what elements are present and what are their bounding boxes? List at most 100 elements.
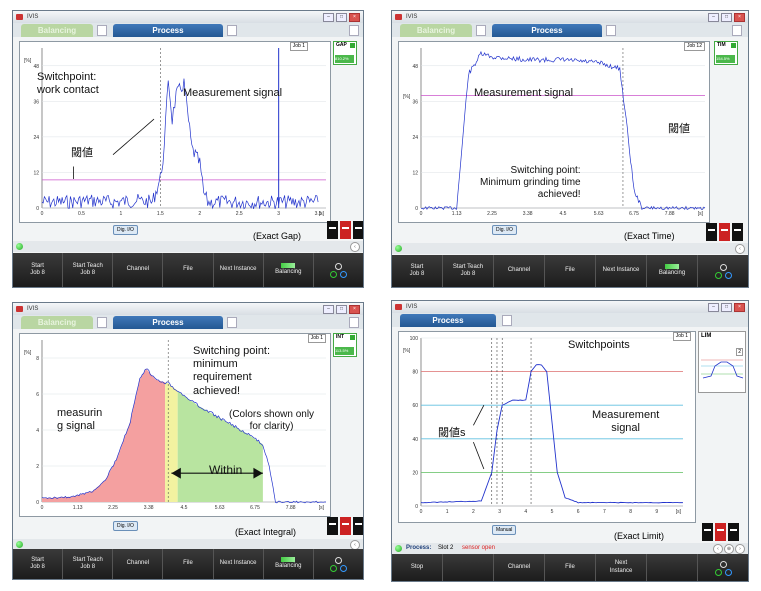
softkey-file[interactable]: File xyxy=(545,255,596,287)
close-button[interactable]: × xyxy=(349,13,360,22)
mode-indicator: INT 113.5% xyxy=(333,333,357,357)
softkey-start-job-8[interactable]: Start Job 8 xyxy=(392,255,443,287)
dig-io-button[interactable]: Dig. I/O xyxy=(492,225,517,235)
softkey-start-teach-job-8[interactable]: Start Teach Job 8 xyxy=(63,253,114,287)
x-tick-label: 3 xyxy=(498,509,501,515)
mode-label: GAP xyxy=(336,42,347,48)
softkey-next-instance[interactable]: Next Instance xyxy=(214,253,264,287)
configuration-icon xyxy=(328,263,348,278)
maximize-button[interactable]: □ xyxy=(721,13,732,22)
arrow-threshold xyxy=(473,405,485,426)
x-tick-label: 8 xyxy=(629,509,632,515)
softkey-channel[interactable]: Channel xyxy=(494,255,545,287)
minimize-button[interactable]: – xyxy=(708,303,719,312)
softkey-empty[interactable] xyxy=(443,554,494,581)
tab-process[interactable]: Process xyxy=(113,316,223,329)
document-icon[interactable] xyxy=(349,25,359,36)
mode-value: 810.2% xyxy=(335,55,354,63)
zone-green xyxy=(177,390,263,502)
x-tick-label: 3.5 xyxy=(315,211,322,217)
settings-icon[interactable]: ⊕ xyxy=(724,544,734,554)
configuration-button[interactable] xyxy=(698,554,748,581)
softkey-channel[interactable]: Channel xyxy=(494,554,545,581)
maximize-button[interactable]: □ xyxy=(336,305,347,314)
document-icon[interactable] xyxy=(606,25,616,36)
document-icon[interactable] xyxy=(502,315,512,326)
softkey-next-instance[interactable]: Next Instance xyxy=(596,554,647,581)
tab-balancing[interactable]: Balancing xyxy=(21,316,93,329)
softkey-channel[interactable]: Channel xyxy=(113,253,164,287)
back-icon[interactable]: ‹ xyxy=(735,244,745,254)
annotation-switching-point: Switching point: Minimum grinding time a… xyxy=(480,165,581,200)
configuration-button[interactable] xyxy=(698,255,748,287)
annotation-threshold: 閾値 xyxy=(668,123,690,135)
softkey-channel[interactable]: Channel xyxy=(113,549,164,579)
document-icon[interactable] xyxy=(97,25,107,36)
forward-icon[interactable]: › xyxy=(735,544,745,554)
y-tick-label: 40 xyxy=(412,437,418,443)
softkey-start-teach-job-8[interactable]: Start Teach Job 8 xyxy=(443,255,494,287)
document-icon[interactable] xyxy=(476,25,486,36)
balancing-label: Balancing xyxy=(658,270,686,277)
x-tick-label: 0 xyxy=(41,211,44,217)
balancing-button[interactable]: Balancing xyxy=(647,255,698,287)
arrow-switchpoint xyxy=(112,118,155,155)
tab-balancing[interactable]: Balancing xyxy=(21,24,93,37)
tab-balancing[interactable]: Balancing xyxy=(400,24,472,37)
x-unit-label: [s] xyxy=(676,509,682,515)
y-tick-label: 24 xyxy=(33,135,39,141)
document-icon[interactable] xyxy=(349,317,359,328)
close-button[interactable]: × xyxy=(734,13,745,22)
document-icon[interactable] xyxy=(227,317,237,328)
x-unit-label: [s] xyxy=(319,211,325,217)
manual-button[interactable]: Manual xyxy=(492,525,517,535)
document-icon[interactable] xyxy=(227,25,237,36)
softkey-file[interactable]: File xyxy=(545,554,596,581)
configuration-button[interactable] xyxy=(314,549,363,579)
softkey-file[interactable]: File xyxy=(163,253,214,287)
annotation-signal: Measurement signal xyxy=(183,87,283,99)
softkey-start-job-8[interactable]: Start Job 8 xyxy=(13,549,64,579)
close-button[interactable]: × xyxy=(734,303,745,312)
app-title: IVIS xyxy=(406,14,418,20)
balancing-icon xyxy=(281,263,296,269)
x-tick-label: 4.5 xyxy=(181,505,188,511)
minimize-button[interactable]: – xyxy=(323,305,334,314)
minimize-button[interactable]: – xyxy=(708,13,719,22)
tab-process[interactable]: Process xyxy=(492,24,602,37)
softkey-file[interactable]: File xyxy=(163,549,214,579)
softkey-next-instance[interactable]: Next Instance xyxy=(596,255,647,287)
softkey-start-teach-job-8[interactable]: Start Teach Job 8 xyxy=(63,549,114,579)
softkey-start-job-8[interactable]: Start Job 8 xyxy=(13,253,64,287)
softkey-next-instance[interactable]: Next Instance xyxy=(214,549,264,579)
status-error: sensor open xyxy=(462,545,496,551)
softkey-stop[interactable]: Stop xyxy=(392,554,443,581)
dig-io-button[interactable]: Dig. I/O xyxy=(113,225,138,235)
back-icon[interactable]: ‹ xyxy=(350,242,360,252)
tab-process[interactable]: Process xyxy=(113,24,223,37)
mode-status-icon xyxy=(350,43,355,48)
maximize-button[interactable]: □ xyxy=(721,303,732,312)
balancing-button[interactable]: Balancing xyxy=(264,549,314,579)
y-tick-label: 100 xyxy=(410,336,419,342)
y-tick-label: 48 xyxy=(33,64,39,70)
job-label: Job 12 xyxy=(683,42,705,51)
back-icon[interactable]: ‹ xyxy=(713,544,723,554)
y-unit: [%] xyxy=(403,348,411,354)
status-slot: Slot 2 xyxy=(438,545,454,551)
y-tick-label: 12 xyxy=(33,170,39,176)
tab-process[interactable]: Process xyxy=(400,314,496,327)
minimize-button[interactable]: – xyxy=(323,13,334,22)
configuration-button[interactable] xyxy=(314,253,363,287)
close-button[interactable]: × xyxy=(349,305,360,314)
tab-bar: Process xyxy=(392,313,748,327)
annotation-signal: measurin g signal xyxy=(57,407,103,433)
document-icon[interactable] xyxy=(732,25,742,36)
document-icon[interactable] xyxy=(97,317,107,328)
balancing-button[interactable]: Balancing xyxy=(264,253,314,287)
maximize-button[interactable]: □ xyxy=(336,13,347,22)
limit-minimap[interactable]: LIM 2 xyxy=(698,331,746,393)
x-tick-label: 6 xyxy=(577,509,580,515)
dig-io-button[interactable]: Dig. I/O xyxy=(113,521,138,531)
softkey-empty[interactable] xyxy=(647,554,698,581)
